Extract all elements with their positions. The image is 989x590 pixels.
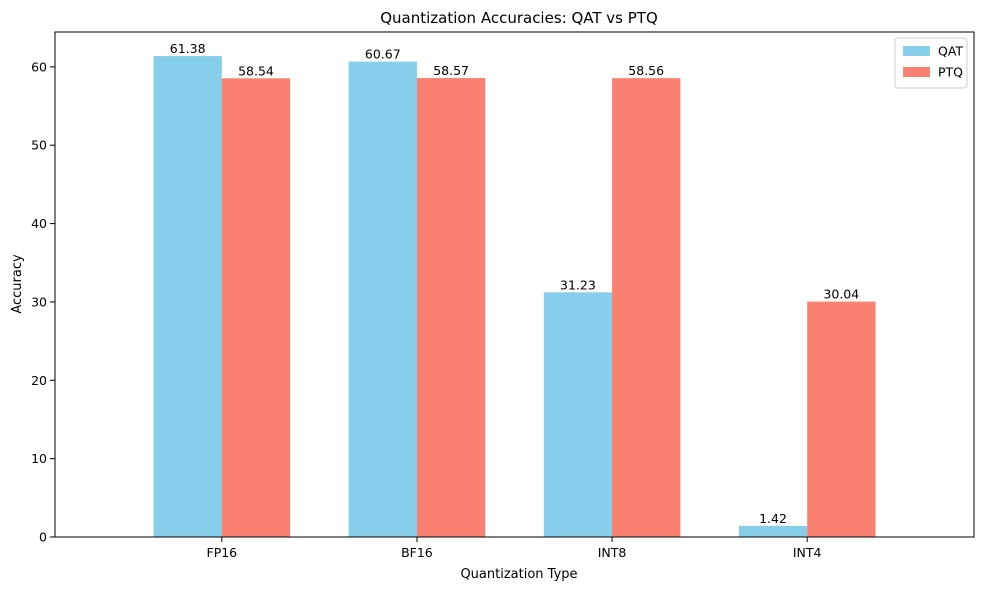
y-tick-label: 20	[31, 373, 47, 388]
y-tick-label: 50	[31, 138, 47, 153]
x-tick-label: BF16	[401, 545, 433, 560]
x-tick-label: INT4	[793, 545, 822, 560]
data-label: 30.04	[823, 287, 859, 302]
data-label: 60.67	[365, 47, 401, 62]
bar-qat	[348, 61, 417, 537]
y-tick-label: 60	[31, 59, 47, 74]
bar-ptq	[221, 78, 291, 538]
bar-qat	[543, 292, 613, 537]
legend-label-qat: QAT	[938, 44, 963, 59]
legend-label-ptq: PTQ	[938, 65, 963, 80]
plot-area: 0 10 20 30 40 50 60 61.38 60.67 31.23 1.42 58.54 58.…	[31, 41, 876, 560]
bar-ptq	[612, 78, 681, 538]
plot-frame	[54, 31, 975, 538]
bar-ptq	[807, 301, 876, 537]
data-label: 58.54	[238, 63, 274, 78]
x-tick-label: FP16	[207, 545, 238, 560]
legend-swatch-ptq	[903, 67, 930, 77]
bar-qat	[153, 56, 222, 537]
legend-swatch-qat	[903, 46, 930, 56]
y-axis-title: Accuracy	[10, 254, 25, 314]
data-label: 31.23	[560, 277, 596, 292]
legend: QAT PTQ	[894, 37, 968, 89]
y-tick-label: 0	[39, 530, 47, 545]
data-label: 58.56	[628, 63, 664, 78]
y-tick-label: 40	[31, 216, 47, 231]
chart-title: Quantization Accuracies: QAT vs PTQ	[380, 9, 658, 27]
data-label: 58.57	[433, 63, 469, 78]
y-tick-label: 30	[31, 294, 47, 309]
x-axis-title: Quantization Type	[460, 567, 577, 582]
x-tick-label: INT8	[598, 545, 627, 560]
bar-ptq	[416, 78, 486, 537]
data-label: 1.42	[759, 511, 787, 526]
y-tick-label: 10	[31, 451, 47, 466]
data-label: 61.38	[170, 41, 206, 56]
bar-qat	[738, 525, 808, 537]
